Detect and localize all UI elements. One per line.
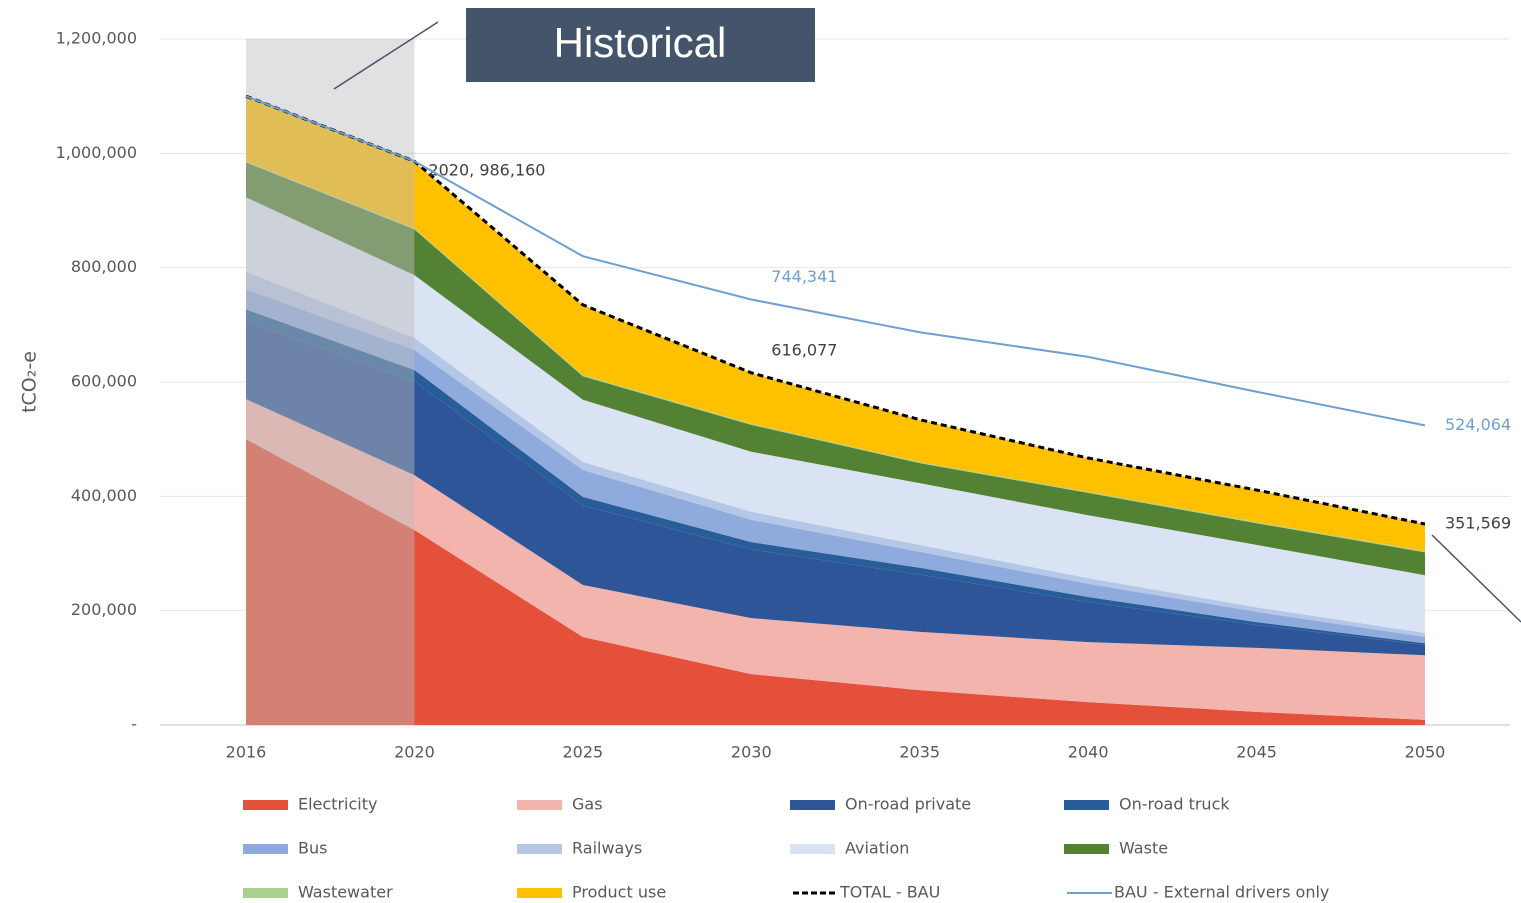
legend-label: TOTAL - BAU bbox=[839, 883, 940, 902]
data-label: 524,064 bbox=[1445, 415, 1511, 434]
x-tick-label: 2050 bbox=[1405, 743, 1446, 762]
legend-swatch bbox=[243, 844, 288, 854]
legend-label: On-road private bbox=[845, 795, 971, 814]
legend-label: Wastewater bbox=[298, 883, 393, 902]
y-tick-label: 1,000,000 bbox=[56, 143, 137, 162]
legend-swatch bbox=[790, 800, 835, 810]
x-tick-label: 2040 bbox=[1068, 743, 1109, 762]
legend-swatch bbox=[517, 844, 562, 854]
x-tick-label: 2030 bbox=[731, 743, 772, 762]
line bbox=[245, 94, 1426, 526]
y-tick-label: 600,000 bbox=[71, 372, 137, 391]
historical-shade bbox=[246, 39, 415, 725]
y-tick-label: - bbox=[131, 715, 137, 734]
y-axis-label: tCO₂-e bbox=[19, 351, 41, 413]
area bbox=[246, 439, 1425, 725]
legend-label: BAU - External drivers only bbox=[1114, 883, 1329, 902]
legend-label: Railways bbox=[572, 839, 642, 858]
y-tick-label: 400,000 bbox=[71, 486, 137, 505]
legend-label: Product use bbox=[572, 883, 666, 902]
y-tick-label: 1,200,000 bbox=[56, 29, 137, 48]
legend-label: Electricity bbox=[298, 795, 377, 814]
x-tick-label: 2045 bbox=[1236, 743, 1277, 762]
data-label: 351,569 bbox=[1445, 514, 1511, 533]
y-tick-label: 200,000 bbox=[71, 600, 137, 619]
area bbox=[246, 399, 1425, 720]
data-label: 744,341 bbox=[771, 267, 837, 286]
annotation-pointer bbox=[333, 21, 439, 90]
x-tick-label: 2035 bbox=[899, 743, 940, 762]
area bbox=[246, 197, 1425, 633]
legend-label: Gas bbox=[572, 795, 603, 814]
legend-swatch bbox=[243, 888, 288, 898]
legend-label: Bus bbox=[298, 839, 327, 858]
legend-swatch bbox=[1064, 844, 1109, 854]
legend-swatch bbox=[243, 800, 288, 810]
data-label: 616,077 bbox=[771, 340, 837, 359]
legend-label: Aviation bbox=[845, 839, 909, 858]
legend-swatch bbox=[517, 800, 562, 810]
annotation-pointer bbox=[1431, 534, 1521, 623]
legend-label: On-road truck bbox=[1119, 795, 1230, 814]
y-tick-label: 800,000 bbox=[71, 257, 137, 276]
x-tick-label: 2020 bbox=[394, 743, 435, 762]
legend-label: Waste bbox=[1119, 839, 1168, 858]
legend-swatch bbox=[517, 888, 562, 898]
line bbox=[245, 95, 1426, 427]
annotation-box bbox=[466, 8, 815, 82]
data-label: 2020, 986,160 bbox=[428, 161, 545, 180]
x-tick-label: 2016 bbox=[226, 743, 267, 762]
area bbox=[246, 162, 1425, 576]
legend-swatch bbox=[790, 844, 835, 854]
legend-swatch bbox=[1064, 800, 1109, 810]
area bbox=[246, 320, 1425, 656]
area bbox=[246, 95, 1425, 552]
x-tick-label: 2025 bbox=[562, 743, 603, 762]
annotation-text: Historical bbox=[554, 19, 727, 66]
